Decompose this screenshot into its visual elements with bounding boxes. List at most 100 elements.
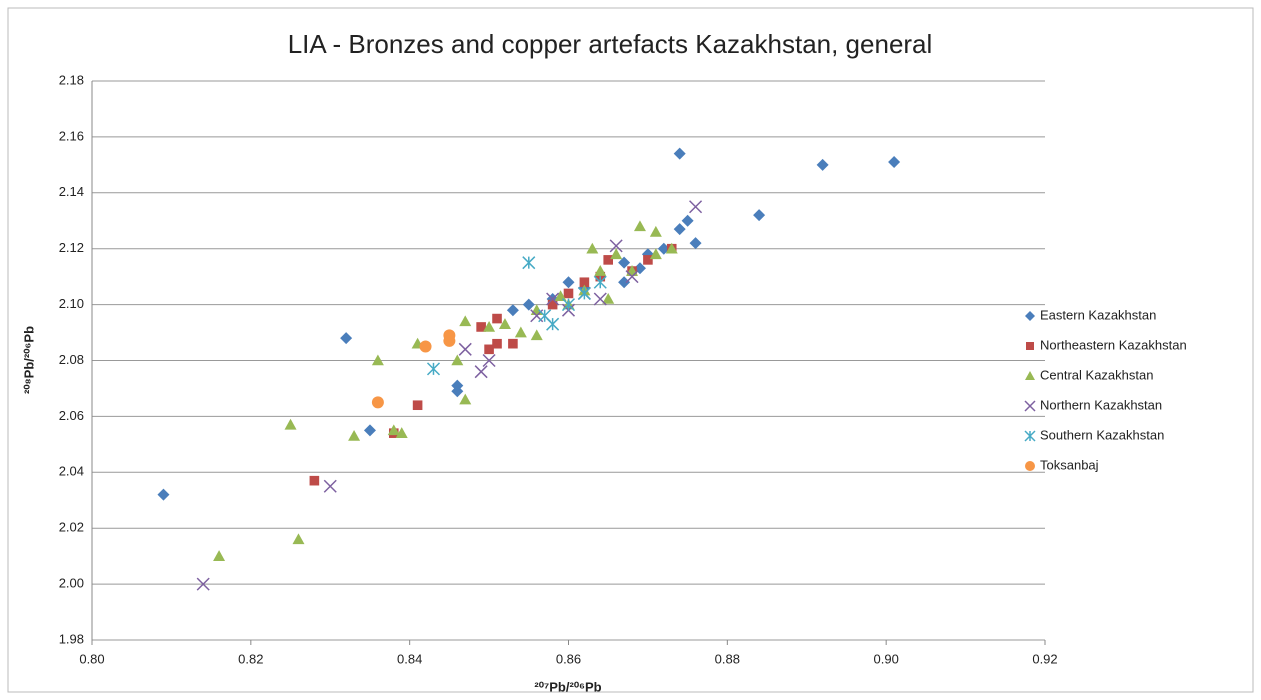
point — [816, 158, 829, 171]
point — [546, 317, 560, 331]
point — [753, 209, 766, 222]
point — [665, 242, 678, 254]
point — [492, 313, 502, 324]
point — [371, 354, 384, 366]
point — [348, 429, 361, 441]
legend-text: Northern Kazakhstan — [1040, 397, 1162, 412]
point — [498, 318, 511, 329]
x-tick-label: 0.84 — [397, 651, 422, 666]
point — [451, 379, 464, 392]
point — [340, 332, 353, 345]
legend-text: Toksanbaj — [1040, 457, 1099, 472]
point — [492, 338, 502, 349]
x-axis-title: ²⁰⁷Pb/²⁰⁶Pb — [534, 679, 601, 694]
point — [586, 242, 599, 254]
x-tick-label: 0.86 — [556, 651, 581, 666]
point — [649, 248, 662, 260]
point — [476, 322, 486, 332]
point — [387, 424, 400, 436]
point — [443, 329, 456, 342]
point — [459, 393, 472, 405]
point — [554, 290, 567, 302]
y-tick-label: 2.16 — [59, 128, 84, 143]
point — [681, 214, 694, 227]
point — [689, 200, 703, 214]
point — [602, 293, 615, 304]
y-tick-label: 2.08 — [59, 352, 84, 367]
point — [593, 292, 607, 306]
point — [309, 475, 320, 486]
point — [292, 533, 305, 545]
point — [484, 344, 494, 355]
point — [561, 298, 576, 312]
legend-marker — [1025, 311, 1035, 321]
y-tick-label: 2.06 — [59, 408, 84, 423]
point — [641, 248, 654, 261]
point — [633, 220, 646, 232]
point — [459, 315, 472, 327]
y-tick-label: 2.14 — [59, 184, 84, 199]
point — [522, 256, 536, 270]
y-tick-label: 1.98 — [59, 631, 84, 646]
y-tick-label: 2.00 — [59, 576, 84, 591]
y-tick-label: 2.02 — [59, 520, 84, 535]
point — [888, 156, 901, 169]
y-tick-label: 2.18 — [59, 72, 84, 87]
legend-marker — [1025, 461, 1035, 471]
point — [196, 577, 210, 591]
point — [562, 276, 575, 289]
point — [618, 276, 631, 289]
x-tick-label: 0.88 — [715, 651, 740, 666]
point — [213, 550, 226, 561]
point — [594, 265, 607, 276]
point — [673, 147, 686, 160]
point — [458, 342, 472, 356]
point — [643, 255, 653, 265]
point — [618, 256, 631, 269]
point — [625, 270, 639, 284]
y-tick-label: 2.04 — [59, 464, 84, 479]
point — [514, 326, 527, 338]
legend-marker — [1024, 430, 1036, 442]
point — [673, 223, 686, 236]
legend-marker — [1025, 371, 1035, 380]
point — [508, 338, 518, 349]
x-tick-label: 0.80 — [79, 651, 104, 666]
point — [649, 225, 662, 237]
legend-text: Central Kazakhstan — [1040, 367, 1153, 382]
point — [284, 418, 297, 430]
point — [689, 237, 702, 250]
y-tick-label: 2.10 — [59, 296, 84, 311]
point — [547, 299, 558, 310]
x-tick-label: 0.92 — [1032, 651, 1057, 666]
point — [579, 277, 590, 288]
point — [395, 427, 408, 438]
point — [363, 424, 376, 437]
point — [323, 479, 337, 493]
chart-title: LIA - Bronzes and copper artefacts Kazak… — [288, 29, 933, 59]
legend-text: Eastern Kazakhstan — [1040, 307, 1156, 322]
point — [474, 365, 488, 379]
point — [522, 298, 535, 311]
point — [577, 286, 591, 300]
legend-text: Northeastern Kazakhstan — [1040, 337, 1187, 352]
legend-marker — [1024, 400, 1036, 412]
point — [157, 488, 170, 501]
point — [609, 239, 623, 253]
point — [482, 353, 496, 368]
y-tick-label: 2.12 — [59, 240, 84, 255]
point — [610, 248, 623, 260]
point — [593, 275, 607, 289]
point — [451, 354, 464, 366]
point — [412, 400, 423, 411]
point — [563, 288, 574, 299]
point — [419, 340, 432, 353]
point — [483, 320, 496, 332]
x-tick-label: 0.82 — [238, 651, 263, 666]
point — [506, 304, 519, 317]
point — [546, 292, 560, 306]
point — [530, 329, 543, 341]
chart-frame — [7, 7, 1254, 693]
point — [603, 255, 614, 265]
